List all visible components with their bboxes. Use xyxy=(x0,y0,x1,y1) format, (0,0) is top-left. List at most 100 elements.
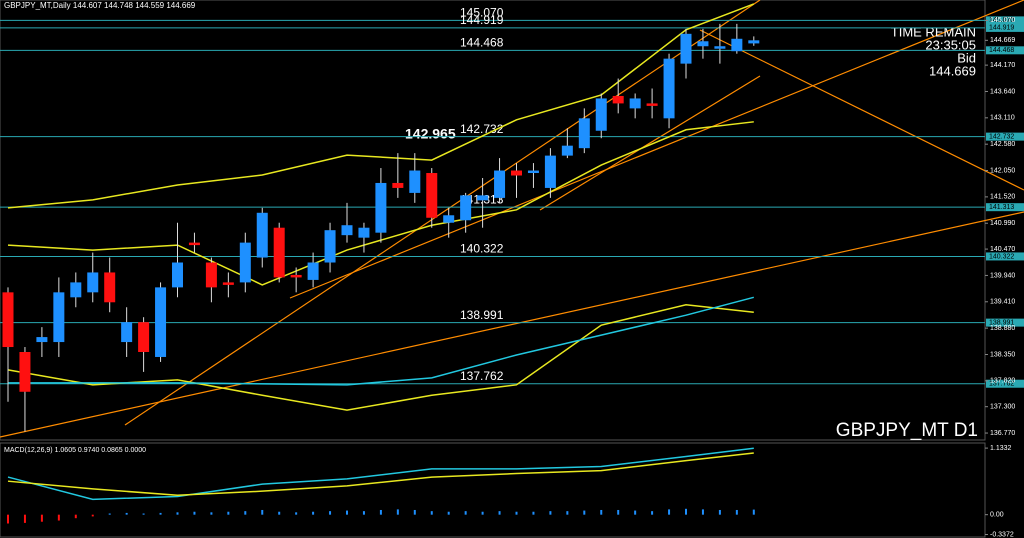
candle-body xyxy=(273,227,285,278)
trend-line xyxy=(699,29,1024,191)
macd-histogram-bar xyxy=(634,510,637,515)
annotation: 142.965 xyxy=(405,126,456,142)
macd-histogram-bar xyxy=(57,514,60,521)
candle-body xyxy=(307,262,319,280)
y-tick-label: 0.00 xyxy=(990,512,1004,519)
indicator-line xyxy=(7,304,754,411)
candle-body xyxy=(324,230,336,263)
macd-histogram-bar xyxy=(329,511,332,515)
indicator-line xyxy=(7,121,754,286)
level-tag xyxy=(986,379,1024,388)
macd-histogram-bar xyxy=(701,509,704,515)
macd-histogram-bar xyxy=(278,511,281,515)
y-tick-label: 1.1332 xyxy=(990,445,1012,452)
level-tag xyxy=(986,132,1024,141)
level-tag xyxy=(986,46,1024,55)
macd-histogram-bar xyxy=(498,511,501,515)
candle-body xyxy=(87,272,99,293)
candle-body xyxy=(341,225,353,236)
candle-body xyxy=(121,322,133,343)
indicator-line xyxy=(8,296,754,386)
level-tag xyxy=(986,203,1024,212)
macd-histogram-bar xyxy=(362,511,365,515)
candle-body xyxy=(205,262,217,288)
macd-histogram-bar xyxy=(312,511,315,515)
macd-histogram-bar xyxy=(193,511,196,515)
y-tick-label: 144.669 xyxy=(990,37,1015,44)
level-tag xyxy=(986,23,1024,32)
macd-histogram-bar xyxy=(447,511,450,515)
macd-histogram-bar xyxy=(244,511,247,515)
level-tag-label: 144.468 xyxy=(989,47,1014,54)
candle-body xyxy=(19,352,31,392)
y-tick-label: 139.410 xyxy=(990,299,1015,306)
macd-histogram-bar xyxy=(430,511,433,515)
candle-body xyxy=(561,145,573,156)
level-tag xyxy=(986,318,1024,327)
level-tag-label: 137.762 xyxy=(989,381,1014,388)
level-tag-label: 144.919 xyxy=(989,25,1014,32)
y-tick-label: -0.3372 xyxy=(990,531,1014,538)
indicator-line xyxy=(7,452,754,497)
candle-body xyxy=(680,33,692,64)
y-tick-label: 140.470 xyxy=(990,246,1015,253)
y-tick-label: 138.880 xyxy=(990,325,1015,332)
macd-histogram-bar xyxy=(379,509,382,515)
level-tag-label: 140.322 xyxy=(989,253,1014,260)
candle-body xyxy=(646,103,658,106)
y-tick-label: 140.990 xyxy=(990,220,1015,227)
candle-body xyxy=(477,195,489,201)
indicator-line xyxy=(7,3,755,209)
macd-histogram-bar xyxy=(617,509,620,515)
macd-histogram-bar xyxy=(396,509,399,515)
symbol-header: GBPJPY_MT,Daily 144.607 144.748 144.559 … xyxy=(4,1,196,10)
timeframe-label: GBPJPY_MT D1 xyxy=(836,420,978,441)
macd-histogram-bar xyxy=(566,511,569,515)
y-tick-label: 141.520 xyxy=(990,194,1015,201)
candle-body xyxy=(511,170,522,176)
macd-histogram-bar xyxy=(125,512,128,515)
candle-body xyxy=(188,242,200,246)
candle-body xyxy=(155,287,167,357)
macd-histogram-bar xyxy=(40,514,43,522)
level-label: 138.991 xyxy=(460,308,504,322)
level-label: 137.762 xyxy=(460,369,504,383)
macd-histogram-bar xyxy=(261,509,264,515)
macd-histogram-bar xyxy=(23,514,26,523)
level-tag-label: 138.991 xyxy=(989,319,1014,326)
macd-histogram-bar xyxy=(718,509,721,515)
macd-histogram-bar xyxy=(464,511,467,515)
y-tick-label: 143.640 xyxy=(990,88,1015,95)
level-tag-label: 145.070 xyxy=(989,17,1014,24)
candle-body xyxy=(392,182,404,188)
candle-body xyxy=(544,155,556,188)
candle-body xyxy=(595,98,607,131)
candle-body xyxy=(222,282,234,285)
level-label: 145.070 xyxy=(460,6,504,20)
candle-body xyxy=(714,46,726,49)
candle-body xyxy=(138,322,150,352)
candle-body xyxy=(629,98,641,109)
macd-histogram-bar xyxy=(346,510,348,515)
candle-body xyxy=(53,292,65,343)
level-tag-label: 142.732 xyxy=(989,133,1014,140)
macd-histogram-bar xyxy=(295,512,298,515)
macd-histogram-bar xyxy=(583,510,586,515)
macd-histogram-bar xyxy=(7,514,9,524)
candle-body xyxy=(256,212,268,258)
candle-body xyxy=(748,40,760,44)
trend-line xyxy=(0,211,1024,438)
macd-histogram-bar xyxy=(735,509,738,515)
level-label: 144.919 xyxy=(460,13,504,27)
bid-value: 144.669 xyxy=(929,63,976,78)
candle-body xyxy=(460,195,472,221)
macd-histogram-bar xyxy=(142,513,145,515)
level-tag-label: 141.313 xyxy=(989,204,1014,211)
macd-label: MACD(12,26,9) 1.0605 0.9740 0.0865 0.000… xyxy=(4,447,146,454)
macd-histogram-bar xyxy=(515,511,518,515)
macd-histogram-bar xyxy=(481,511,484,515)
y-tick-label: 137.820 xyxy=(990,378,1015,385)
candle-body xyxy=(731,38,743,52)
macd-histogram-bar xyxy=(651,511,654,515)
